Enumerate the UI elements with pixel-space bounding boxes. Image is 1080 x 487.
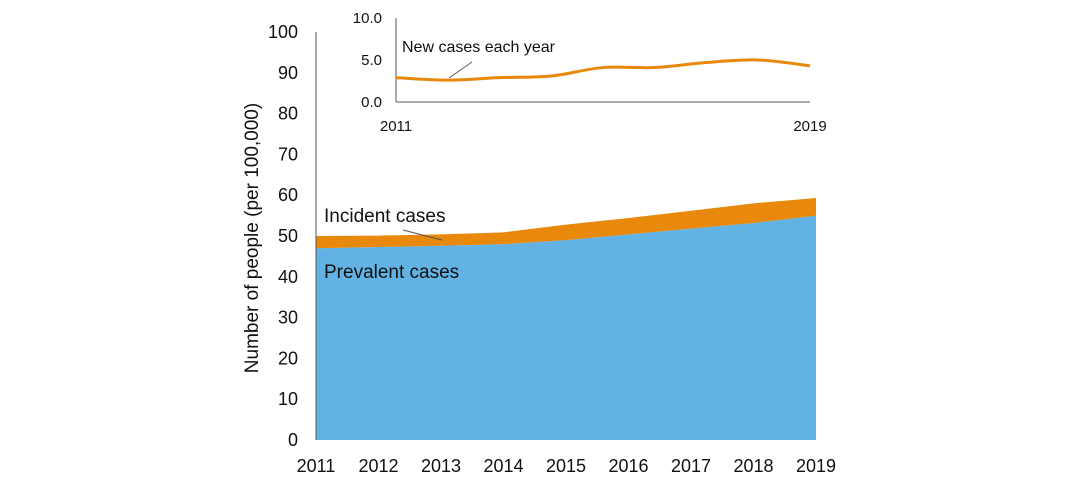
y-tick-label: 20	[278, 348, 298, 368]
x-tick-label: 2018	[733, 456, 773, 476]
incident-cases-leader	[402, 229, 443, 241]
x-tick-label: 2019	[796, 456, 836, 476]
y-tick-label: 80	[278, 104, 298, 124]
y-axis-title: Number of people (per 100,000)	[242, 103, 263, 373]
x-tick-label: 2016	[608, 456, 648, 476]
x-tick-label: 2014	[483, 456, 523, 476]
y-tick-label: 0	[288, 430, 298, 450]
y-tick-label: 100	[268, 22, 298, 42]
inset-y-tick-label: 5.0	[361, 52, 382, 69]
inset-x-tick-label: 2011	[380, 118, 412, 135]
incident-cases-label: Incident cases	[324, 206, 445, 227]
x-tick-label: 2015	[546, 456, 586, 476]
new-cases-label: New cases each year	[402, 39, 556, 56]
y-tick-label: 10	[278, 389, 298, 409]
y-tick-label: 70	[278, 144, 298, 164]
x-tick-label: 2013	[421, 456, 461, 476]
prevalent-cases-area	[316, 215, 816, 440]
y-tick-label: 90	[278, 63, 298, 83]
x-tick-label: 2017	[671, 456, 711, 476]
x-tick-label: 2012	[358, 456, 398, 476]
prevalent-cases-label: Prevalent cases	[324, 262, 459, 283]
inset-y-tick-label: 0.0	[361, 94, 382, 111]
y-tick-label: 40	[278, 267, 298, 287]
y-tick-label: 60	[278, 185, 298, 205]
y-tick-label: 50	[278, 226, 298, 246]
inset-x-tick-label: 2019	[793, 118, 826, 135]
x-tick-label: 2011	[297, 456, 336, 476]
new-cases-leader	[448, 61, 473, 79]
y-tick-label: 30	[278, 308, 298, 328]
new-cases-line	[395, 58, 811, 82]
inset-y-tick-label: 10.0	[353, 10, 382, 27]
incident-cases-area	[316, 198, 816, 249]
